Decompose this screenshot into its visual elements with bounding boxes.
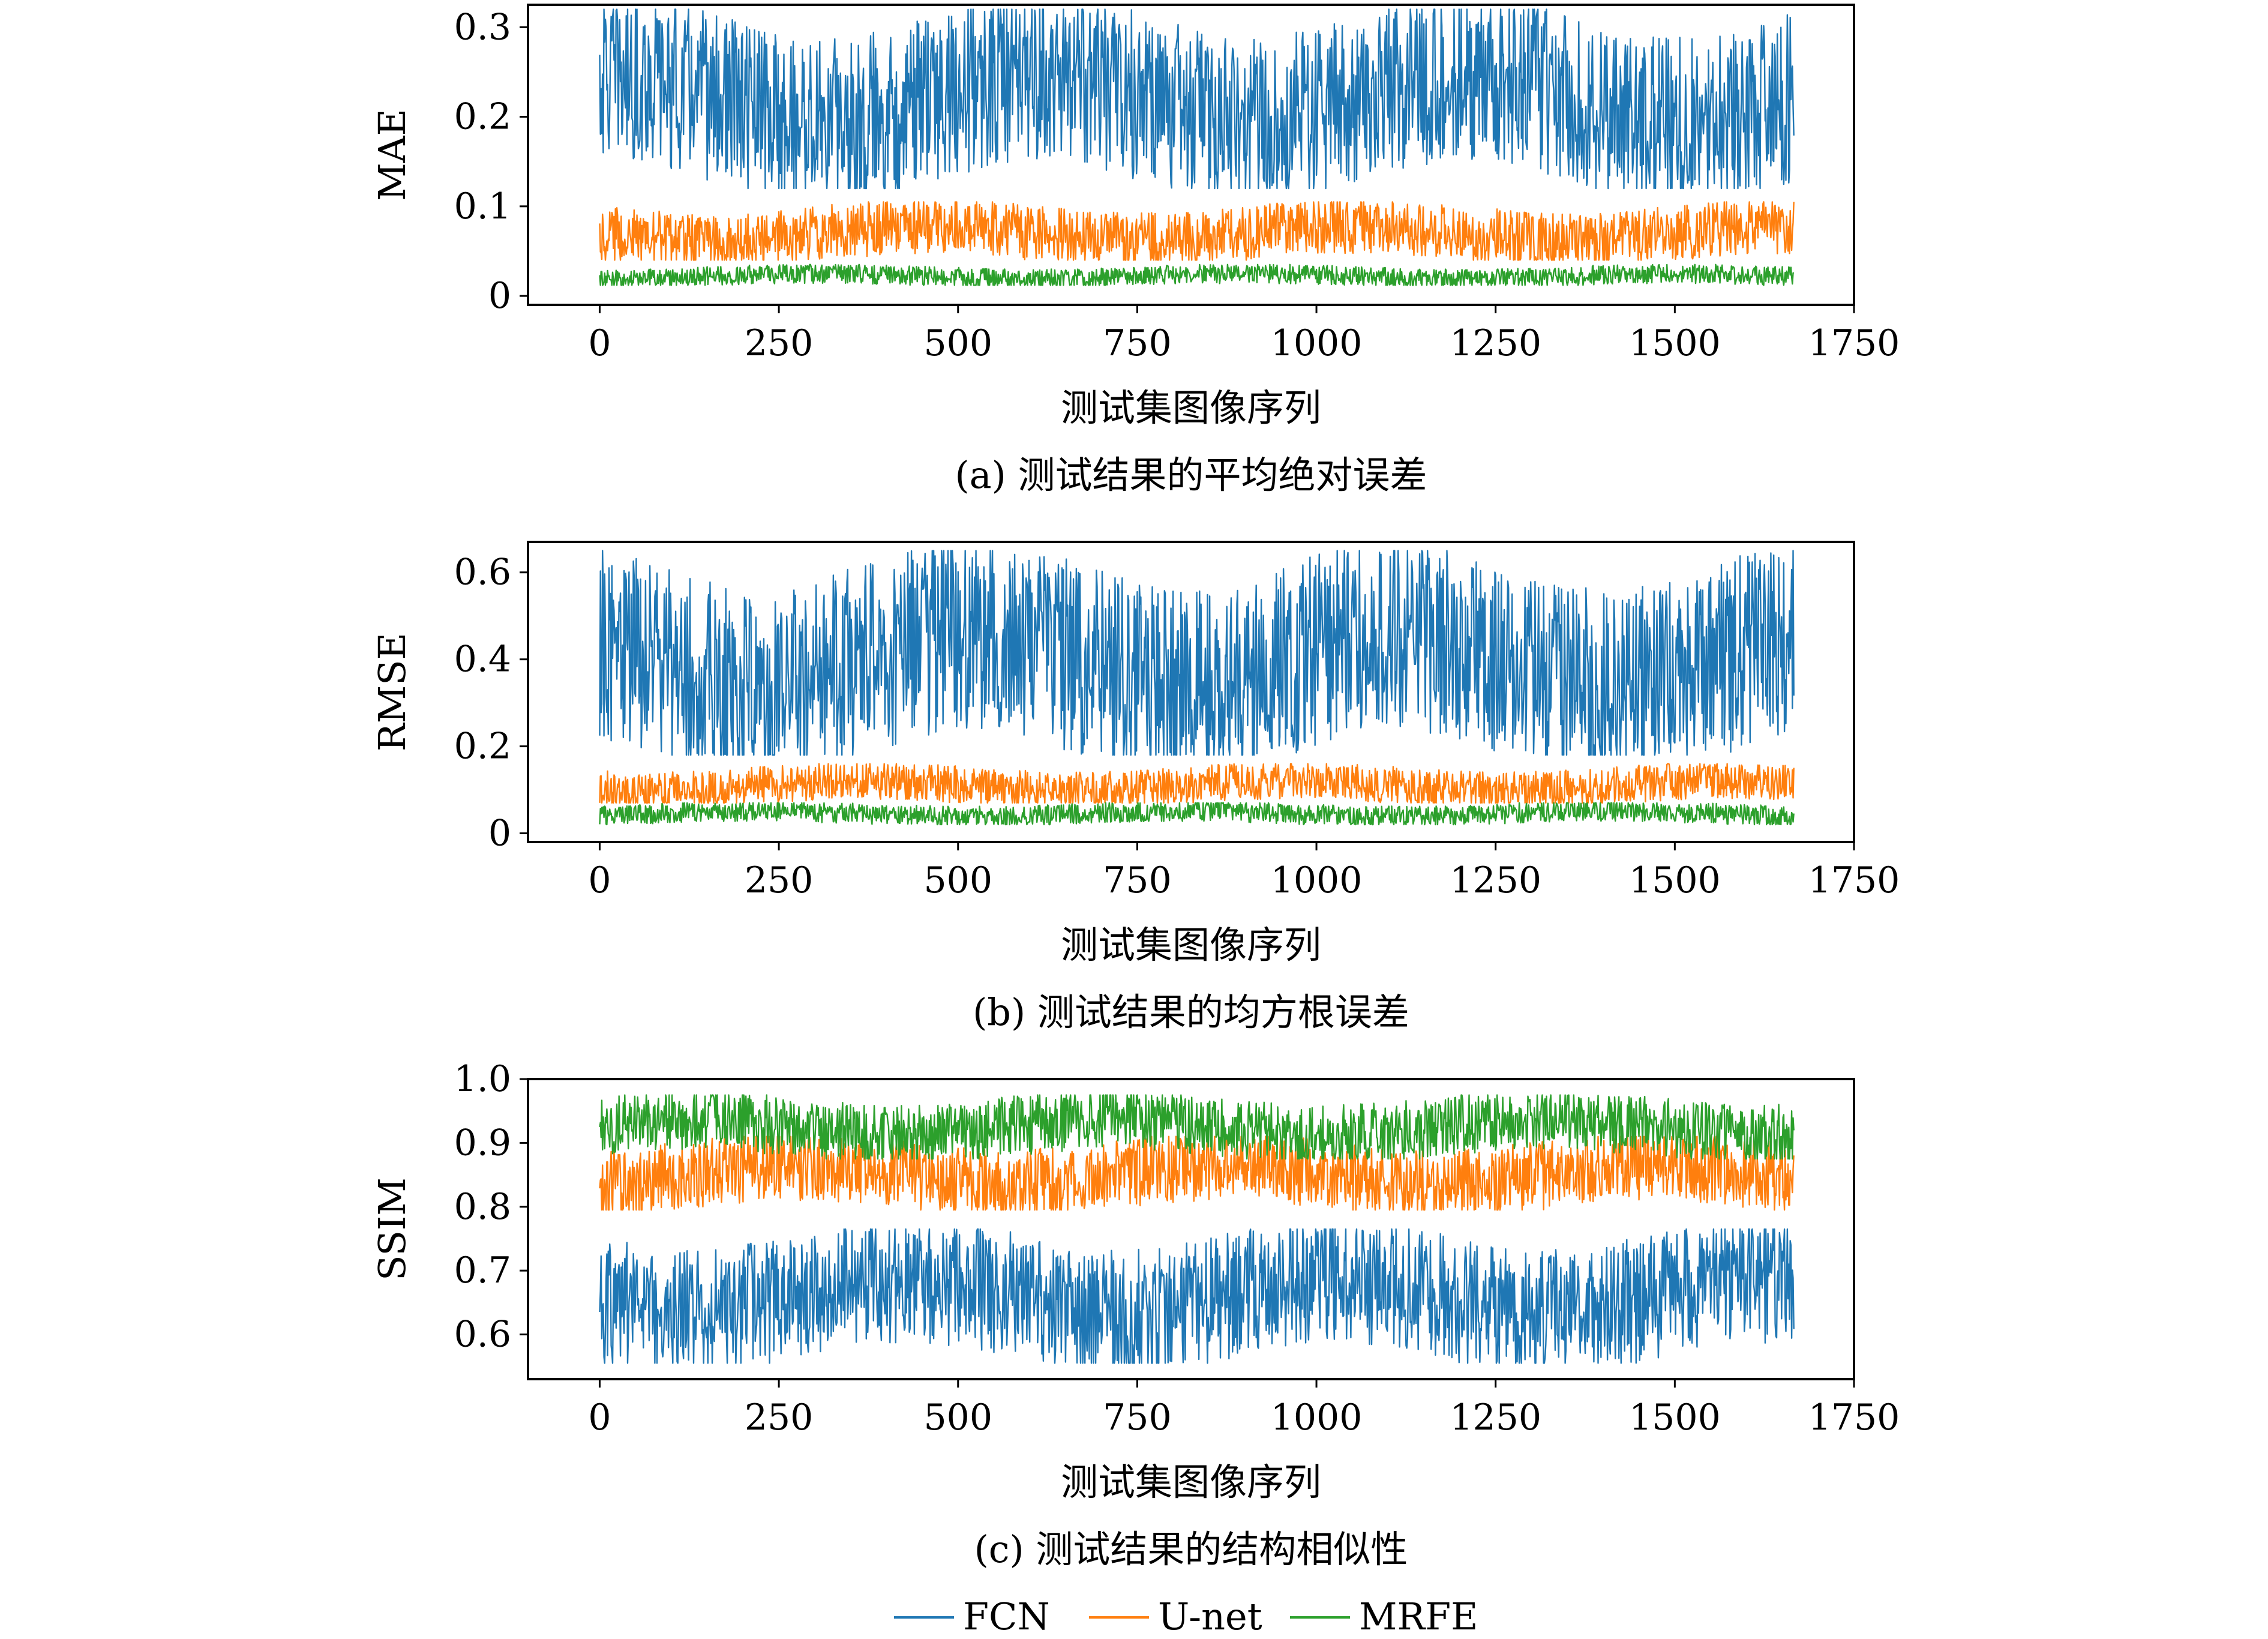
x-tick-label: 1250 [1450, 322, 1541, 364]
series-line-mrfe [599, 1094, 1795, 1160]
x-tick-label: 250 [745, 859, 814, 901]
y-tick-label: 0.6 [454, 552, 511, 594]
x-tick-label: 1250 [1450, 859, 1541, 901]
series-line-mrfe [599, 802, 1795, 826]
y-axis-label: SSIM [370, 1177, 414, 1281]
y-tick-label: 0.3 [454, 6, 511, 48]
legend-item-fcn: FCN [894, 1595, 1050, 1638]
y-tick-label: 0.7 [454, 1250, 511, 1292]
x-tick-label: 1750 [1808, 1397, 1900, 1439]
panel-rmse: 0 250 500 750 1000 1250 1500 1750 0 0.2 0.4 0.6 RMS… [370, 541, 1900, 1034]
y-tick-label: 0.8 [454, 1186, 511, 1228]
panel-caption: (b) 测试结果的均方根误差 [973, 990, 1409, 1034]
y-tick-label: 0.9 [454, 1122, 511, 1164]
plot-frame [527, 4, 1855, 306]
x-tick-label: 1500 [1629, 322, 1721, 364]
panel-mae: 0 250 500 750 1000 1250 1500 1750 0 0.1 0.2 0.3 MAE… [370, 4, 1900, 497]
x-axis-label: 测试集图像序列 [1061, 386, 1321, 430]
y-tick-label: 0.6 [454, 1314, 511, 1356]
x-tick-label: 1500 [1629, 1397, 1721, 1439]
x-tick-label: 500 [923, 859, 992, 901]
x-tick-label: 0 [588, 1397, 611, 1439]
x-tick-label: 0 [588, 322, 611, 364]
series-line-fcn [599, 550, 1795, 756]
x-tick-label: 500 [923, 322, 992, 364]
y-axis-label: MAE [370, 109, 414, 201]
x-tick-label: 500 [923, 1397, 992, 1439]
x-tick-label: 1000 [1271, 322, 1363, 364]
legend: FCN U-net MRFE [894, 1595, 1478, 1638]
panel-ssim: 0 250 500 750 1000 1250 1500 1750 0.6 0.7 0.8 0.9 1.… [370, 1058, 1900, 1571]
series-line-unet [599, 763, 1795, 804]
y-tick-label: 0 [488, 813, 511, 855]
y-tick-label: 1.0 [454, 1058, 511, 1100]
y-tick-label: 0 [488, 275, 511, 317]
x-tick-label: 1000 [1271, 1397, 1363, 1439]
legend-label-unet: U-net [1158, 1595, 1262, 1638]
series-line-unet [599, 201, 1795, 261]
y-tick-label: 0.4 [454, 639, 511, 681]
x-tick-label: 1250 [1450, 1397, 1541, 1439]
y-axis-label: RMSE [370, 633, 414, 751]
x-tick-label: 1750 [1808, 322, 1900, 364]
series-line-mrfe [599, 263, 1795, 286]
y-tick-label: 0.1 [454, 185, 511, 227]
panel-caption: (c) 测试结果的结构相似性 [974, 1527, 1408, 1571]
x-tick-label: 1000 [1271, 859, 1363, 901]
x-tick-label: 250 [745, 1397, 814, 1439]
x-tick-label: 750 [1103, 322, 1172, 364]
legend-label-fcn: FCN [963, 1595, 1050, 1638]
legend-item-unet: U-net [1089, 1595, 1262, 1638]
plot-frame [527, 1078, 1855, 1380]
x-tick-label: 750 [1103, 1397, 1172, 1439]
x-tick-label: 250 [745, 322, 814, 364]
x-tick-label: 750 [1103, 859, 1172, 901]
legend-item-mrfe: MRFE [1290, 1595, 1478, 1638]
series-line-fcn [599, 1228, 1795, 1364]
x-tick-label: 1500 [1629, 859, 1721, 901]
y-tick-label: 0.2 [454, 726, 511, 768]
series-line-unet [599, 1135, 1795, 1211]
panel-caption: (a) 测试结果的平均绝对误差 [955, 453, 1427, 497]
x-tick-label: 1750 [1808, 859, 1900, 901]
plot-frame [527, 541, 1855, 843]
series-line-fcn [599, 8, 1795, 190]
y-tick-label: 0.2 [454, 96, 511, 138]
x-axis-label: 测试集图像序列 [1061, 1460, 1321, 1504]
x-tick-label: 0 [588, 859, 611, 901]
legend-label-mrfe: MRFE [1359, 1595, 1478, 1638]
x-axis-label: 测试集图像序列 [1061, 923, 1321, 967]
